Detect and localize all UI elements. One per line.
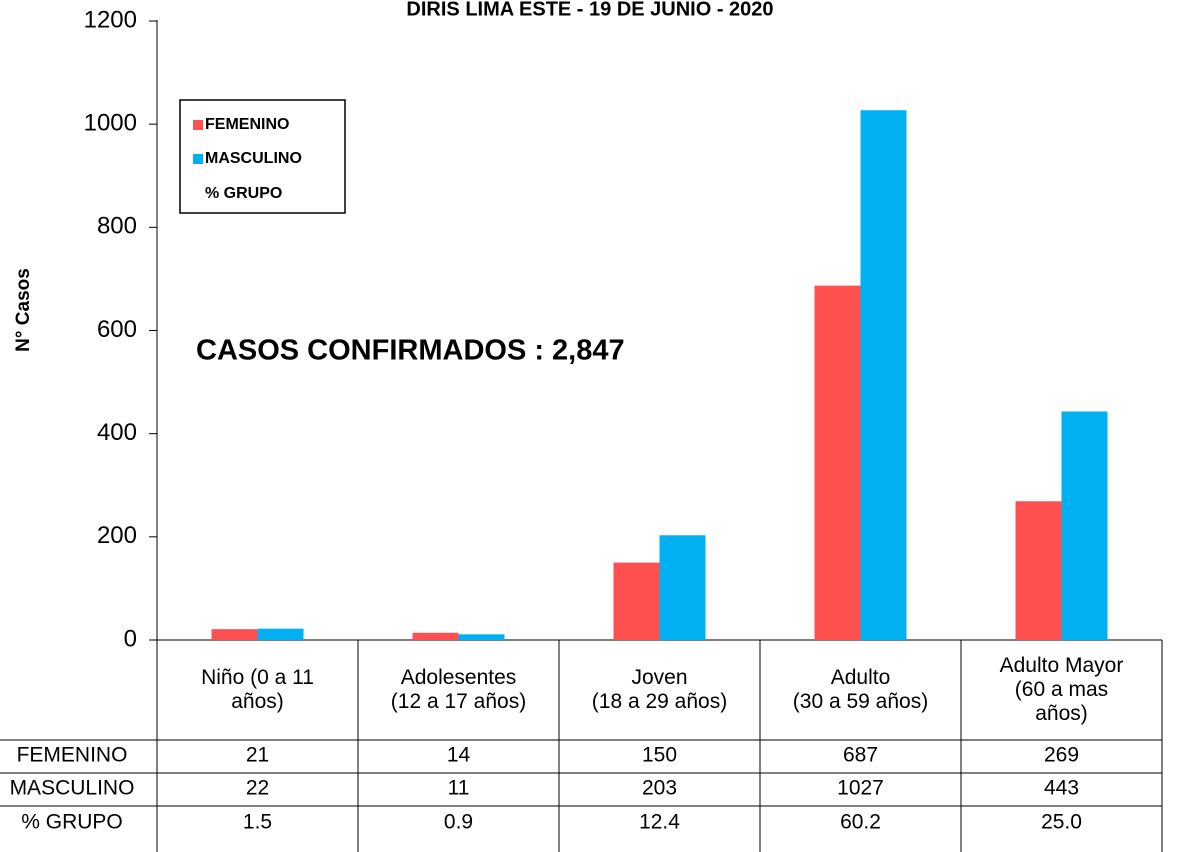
bar [211,629,258,640]
x-tick-label: Joven (18 a 29 años) [591,666,728,713]
x-tick-label: Adolesentes (12 a 17 años) [390,666,527,713]
legend-label: FEMENINO [205,116,289,133]
table-cell: 150 [642,744,677,767]
x-tick-label: Adulto (30 a 59 años) [792,666,929,713]
table-cell: 0.9 [444,811,473,834]
table-cell: 11 [448,777,470,800]
y-tick-label: 1000 [84,110,137,137]
bar [1015,501,1062,640]
bar [613,562,660,640]
x-tick-label: Adulto Mayor (60 a mas años) [999,654,1124,725]
table-cell: 1027 [837,777,884,800]
legend-swatch [193,120,203,130]
bar [1061,411,1108,640]
y-tick-label: 1200 [84,6,137,33]
table-cell: 22 [246,777,269,800]
y-tick-label: 0 [124,625,137,652]
table-cell: 687 [843,744,878,767]
annotation: CASOS CONFIRMADOS : 2,847 [196,335,625,367]
table-cell: 1.5 [243,811,272,834]
y-tick-label: 800 [97,213,137,240]
data-table [0,20,1162,852]
table-cell: 203 [642,777,677,800]
legend-swatch [193,154,203,164]
table-row-label: % GRUPO [21,811,123,834]
y-axis-label: N° Casos [13,268,34,352]
chart-title: DIRIS LIMA ESTE - 19 DE JUNIO - 2020 [406,0,773,20]
table-cell: 14 [447,744,471,767]
bar [257,628,304,640]
table-cell: 269 [1044,744,1079,767]
y-tick-label: 200 [97,522,137,549]
bar [412,632,459,640]
x-tick-label: Niño (0 a 11 años) [201,666,314,713]
table-row-label: MASCULINO [10,777,135,800]
legend-box [179,99,346,214]
table-cell: 25.0 [1041,811,1082,834]
legend-label: % GRUPO [205,185,282,202]
table-cell: 60.2 [840,811,881,834]
bar [814,285,861,640]
y-tick-label: 400 [97,419,137,446]
bar [860,110,907,641]
table-row-label: FEMENINO [17,744,128,767]
legend-label: MASCULINO [205,150,302,167]
table-cell: 12.4 [639,811,680,834]
table-cell: 443 [1044,777,1079,800]
table-cell: 21 [246,744,269,767]
bar [659,535,706,640]
bar [458,634,505,640]
y-tick-label: 600 [97,316,137,343]
